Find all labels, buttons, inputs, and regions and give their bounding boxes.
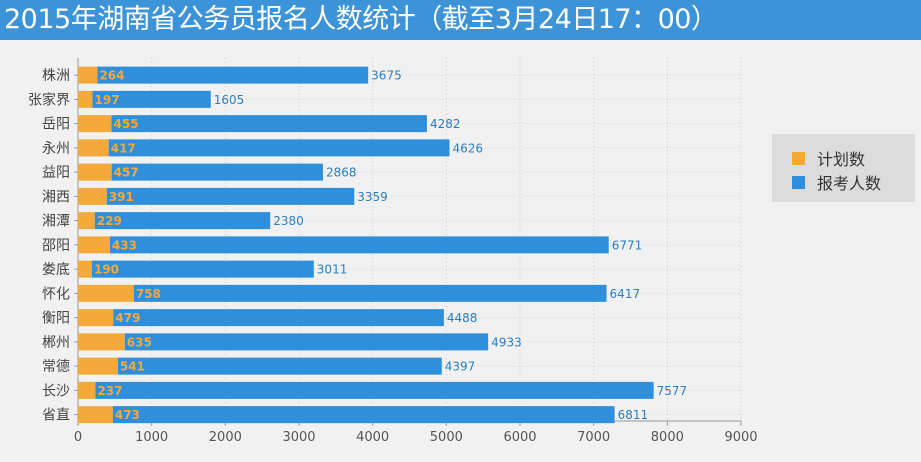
y-tick-label: 怀化 xyxy=(42,286,70,302)
y-tick-label: 湘西 xyxy=(42,189,70,205)
data-label-applicants: 1605 xyxy=(214,93,245,107)
y-tick-label: 邵阳 xyxy=(42,238,70,254)
bar-plan xyxy=(78,357,118,375)
data-label-applicants: 4488 xyxy=(447,311,478,325)
bar-plan xyxy=(78,66,98,84)
data-label-plan: 391 xyxy=(109,190,134,204)
bar-applicants xyxy=(111,163,323,181)
bar-applicants xyxy=(111,115,427,133)
bar-plan xyxy=(78,115,112,133)
x-tick-label: 2000 xyxy=(209,430,242,445)
legend-item-plan: 计划数 xyxy=(792,148,866,169)
bar-applicants xyxy=(94,212,271,230)
bar-applicants xyxy=(112,406,615,424)
bar-applicants xyxy=(108,139,450,157)
legend-label-plan: 计划数 xyxy=(817,150,866,169)
x-tick-label: 8000 xyxy=(651,430,684,445)
data-label-plan: 635 xyxy=(127,335,152,349)
x-tick-label: 6000 xyxy=(503,430,536,445)
data-label-plan: 433 xyxy=(112,238,137,252)
y-tick-label: 省直 xyxy=(42,407,70,424)
chart-title: 2015年湖南省公务员报名人数统计（截至3月24日17：00） xyxy=(4,4,718,35)
bar-applicants xyxy=(95,381,654,399)
y-tick-label: 郴州 xyxy=(42,335,70,351)
bar-plan xyxy=(78,187,107,205)
data-label-applicants: 4626 xyxy=(453,141,484,155)
data-label-plan: 479 xyxy=(115,311,140,325)
data-label-plan: 417 xyxy=(111,141,136,155)
data-label-applicants: 3359 xyxy=(357,190,388,204)
data-label-applicants: 4397 xyxy=(445,360,476,374)
bar-applicants xyxy=(91,260,314,278)
data-label-plan: 190 xyxy=(94,263,119,277)
x-tick-label: 1000 xyxy=(135,430,168,445)
x-tick-label: 4000 xyxy=(356,430,389,445)
data-label-applicants: 3011 xyxy=(317,263,348,277)
data-label-plan: 455 xyxy=(114,117,139,131)
y-tick-label: 益阳 xyxy=(42,165,70,181)
bar-plan xyxy=(78,212,95,230)
bar-applicants xyxy=(97,66,369,84)
data-label-plan: 237 xyxy=(97,384,122,398)
bar-applicants xyxy=(117,357,442,375)
bar-applicants xyxy=(92,90,211,108)
data-label-applicants: 4933 xyxy=(491,335,522,349)
data-label-applicants: 3675 xyxy=(371,69,402,83)
data-label-plan: 473 xyxy=(115,408,140,422)
bar-applicants xyxy=(109,236,609,254)
data-label-applicants: 6771 xyxy=(612,238,643,252)
y-tick-label: 岳阳 xyxy=(42,117,70,133)
x-tick-label: 0 xyxy=(74,430,82,445)
bar-plan xyxy=(78,139,109,157)
data-label-applicants: 4282 xyxy=(430,117,461,131)
bar-applicants xyxy=(106,187,355,205)
legend-swatch-plan xyxy=(792,151,805,165)
data-label-applicants: 6417 xyxy=(610,287,641,301)
bar-applicants xyxy=(124,333,489,351)
y-tick-label: 湘潭 xyxy=(42,213,70,230)
bar-plan xyxy=(78,309,114,327)
bar-plan xyxy=(78,406,113,424)
bar-plan xyxy=(78,284,134,302)
bar-chart: 0 1000 2000 3000 4000 5000 6000 7000 8000 9000 株洲 2… xyxy=(28,58,758,445)
x-tick-label: 7000 xyxy=(577,430,610,445)
y-tick-label: 株洲 xyxy=(42,68,70,84)
bar-plan xyxy=(78,333,125,351)
bar-plan xyxy=(78,381,96,399)
legend-label-applicants: 报考人数 xyxy=(817,174,882,193)
y-tick-label: 常德 xyxy=(42,359,70,375)
bar-plan xyxy=(78,163,112,181)
data-label-applicants: 2868 xyxy=(326,166,357,180)
legend: 计划数 报考人数 xyxy=(772,134,915,202)
y-tick-label: 永州 xyxy=(42,141,70,157)
data-label-applicants: 7577 xyxy=(657,384,688,398)
legend-swatch-applicants xyxy=(792,175,805,189)
y-tick-label: 衡阳 xyxy=(42,311,70,327)
data-label-applicants: 2380 xyxy=(273,214,304,228)
bar-plan xyxy=(78,260,92,278)
data-label-plan: 197 xyxy=(95,93,120,107)
y-tick-label: 娄底 xyxy=(42,262,70,278)
data-label-plan: 541 xyxy=(120,360,145,374)
data-label-plan: 758 xyxy=(136,287,161,301)
x-tick-label: 9000 xyxy=(724,430,757,445)
data-label-plan: 264 xyxy=(99,69,124,83)
bar-applicants xyxy=(113,309,444,327)
data-label-plan: 457 xyxy=(114,166,139,180)
bar-plan xyxy=(78,236,110,254)
data-label-plan: 229 xyxy=(97,214,122,228)
data-label-applicants: 6811 xyxy=(618,408,649,422)
x-tick-label: 3000 xyxy=(282,430,315,445)
title-bar: 2015年湖南省公务员报名人数统计（截至3月24日17：00） xyxy=(0,0,921,40)
y-tick-label: 长沙 xyxy=(42,383,70,399)
y-tick-label: 张家界 xyxy=(28,91,70,108)
bar-applicants xyxy=(133,284,607,302)
x-tick-label: 5000 xyxy=(430,430,463,445)
bar-plan xyxy=(78,90,93,108)
legend-item-applicants: 报考人数 xyxy=(792,172,882,193)
